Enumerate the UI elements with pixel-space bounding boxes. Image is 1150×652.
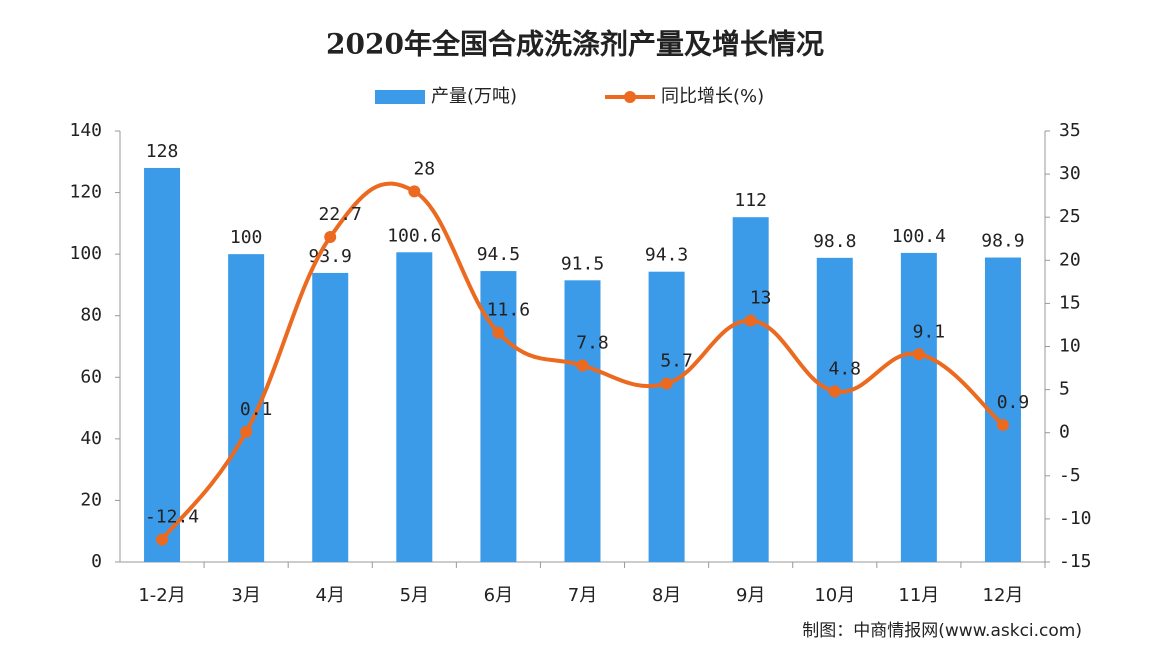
legend-label: 产量(万吨): [431, 86, 517, 107]
line-value-label: 13: [750, 288, 772, 309]
y2-tick-label: 5: [1059, 379, 1070, 400]
bar-value-label: 94.3: [645, 245, 688, 266]
x-tick-label: 12月: [983, 585, 1024, 606]
y2-tick-label: 10: [1059, 336, 1081, 357]
bar-value-label: 112: [734, 190, 767, 211]
y-tick-label: 80: [80, 305, 102, 326]
x-tick-label: 7月: [568, 585, 597, 606]
bar-value-label: 98.9: [981, 231, 1024, 252]
line-point: [492, 326, 505, 339]
bar: [312, 272, 349, 562]
line-point: [408, 185, 421, 198]
line-point: [576, 359, 589, 372]
line-point: [156, 533, 169, 546]
bar-value-label: 94.5: [477, 244, 520, 265]
y2-tick-label: 35: [1059, 120, 1081, 141]
legend-label: 同比增长(%): [661, 86, 764, 107]
x-tick-label: 10月: [814, 585, 855, 606]
x-tick-label: 1-2月: [138, 585, 185, 606]
legend-swatch: [624, 91, 636, 103]
line-value-label: 11.6: [487, 300, 530, 321]
y2-tick-label: -15: [1059, 551, 1092, 572]
bar-value-label: 128: [146, 141, 179, 162]
y2-tick-label: 20: [1059, 249, 1081, 270]
bar-value-label: 91.5: [561, 253, 604, 274]
y2-tick-label: 25: [1059, 206, 1081, 227]
bar: [564, 280, 601, 562]
x-tick-label: 5月: [400, 585, 429, 606]
bar: [984, 257, 1021, 562]
line-point: [324, 231, 337, 244]
line-value-label: 4.8: [829, 358, 862, 379]
line-point: [240, 425, 253, 438]
y-tick-label: 60: [80, 366, 102, 387]
legend-swatch: [375, 90, 425, 104]
line-value-label: 5.7: [660, 351, 693, 372]
y-tick-label: 140: [69, 120, 102, 141]
line-value-label: -12.4: [145, 507, 199, 528]
x-tick-label: 11月: [898, 585, 939, 606]
line-value-label: 22.7: [319, 204, 362, 225]
x-tick-label: 3月: [231, 585, 260, 606]
line-point: [996, 418, 1009, 431]
bar: [816, 257, 853, 562]
y-tick-label: 0: [91, 551, 102, 572]
bar: [732, 217, 769, 562]
line-point: [828, 385, 841, 398]
chart-title: 2020年全国合成洗涤剂产量及增长情况: [326, 28, 824, 61]
line-value-label: 0.1: [240, 399, 273, 420]
x-tick-label: 9月: [736, 585, 765, 606]
x-tick-label: 6月: [484, 585, 513, 606]
y-tick-label: 120: [69, 182, 102, 203]
y-tick-label: 100: [69, 243, 102, 264]
line-point: [660, 377, 673, 390]
bar-value-label: 100.6: [387, 225, 441, 246]
bar: [396, 252, 433, 562]
line-value-label: 0.9: [997, 392, 1030, 413]
bar-value-label: 100.4: [892, 226, 946, 247]
line-point: [744, 314, 757, 327]
x-tick-label: 4月: [316, 585, 345, 606]
y2-tick-label: 0: [1059, 422, 1070, 443]
line: [160, 181, 1005, 541]
x-tick-label: 8月: [652, 585, 681, 606]
line-value-label: 9.1: [913, 321, 946, 342]
line-point: [912, 348, 925, 361]
bar: [900, 252, 937, 562]
y2-tick-label: 15: [1059, 292, 1081, 313]
line-value-label: 28: [413, 158, 435, 179]
line-value-label: 7.8: [576, 332, 609, 353]
y2-tick-label: -10: [1059, 508, 1092, 529]
bar-value-label: 98.8: [813, 231, 856, 252]
bar: [648, 271, 685, 562]
y-tick-label: 20: [80, 489, 102, 510]
bar: [144, 167, 181, 562]
y2-tick-label: 30: [1059, 163, 1081, 184]
bar-value-label: 100: [230, 227, 263, 248]
source-note: 制图：中商情报网(www.askci.com): [802, 621, 1082, 641]
y-tick-label: 40: [80, 428, 102, 449]
y2-tick-label: -5: [1059, 465, 1081, 486]
